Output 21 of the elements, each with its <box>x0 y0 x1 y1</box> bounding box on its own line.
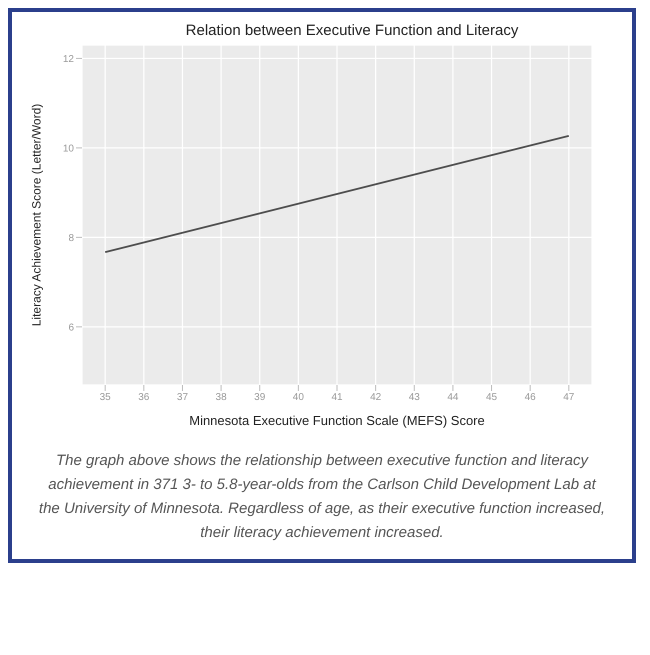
x-tick-label: 36 <box>138 392 150 404</box>
chart-title: Relation between Executive Function and Literacy <box>184 22 520 39</box>
x-tick-label: 43 <box>408 392 420 404</box>
text: The graph above shows the relationship between executive function and literacy achievement in 371 3- to 5.8-year-olds from the Carlson Child Development Lab at the University of Minnesota. Regardless of age, as their executive function increased, their literacy achievement increased. <box>38 451 606 543</box>
x-tick-label: 37 <box>176 392 188 404</box>
x-tick-label: 41 <box>331 392 343 404</box>
y-axis-title: Literacy Achievement Score (Letter/Word) <box>29 104 44 326</box>
x-tick-label: 47 <box>563 392 575 404</box>
y-tick-label: 6 <box>68 322 74 334</box>
x-tick-label: 38 <box>216 392 228 404</box>
x-tick-label: 42 <box>370 392 382 404</box>
x-tick-label: 44 <box>447 392 459 404</box>
y-tick-label: 8 <box>68 232 74 244</box>
x-axis-title: Minnesota Executive Function Scale (MEFS) Score <box>189 413 485 428</box>
x-tick-label: 39 <box>254 392 266 404</box>
x-tick-label: 35 <box>100 392 112 404</box>
x-tick-label: 46 <box>524 392 536 404</box>
y-tick-label: 12 <box>62 54 74 65</box>
y-tick-label: 10 <box>62 143 74 154</box>
x-tick-label: 40 <box>292 392 304 404</box>
x-tick-label: 45 <box>486 392 498 404</box>
